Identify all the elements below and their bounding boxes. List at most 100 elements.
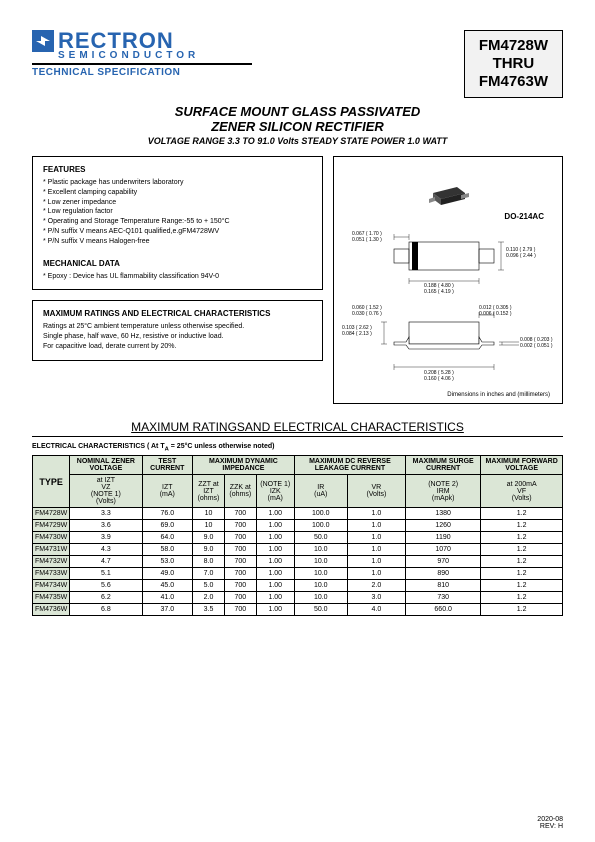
feature-item: Plastic package has underwriters laborat… [43,178,312,188]
table-cell: FM4730W [33,532,70,544]
table-cell: 5.6 [70,580,142,592]
table-cell: 2.0 [347,580,405,592]
table-cell: 1.00 [256,508,294,520]
section-title-text: MAXIMUM RATINGSAND ELECTRICAL CHARACTERI… [131,420,464,434]
table-cell: 5.0 [193,580,225,592]
table-cell: 1.00 [256,532,294,544]
table-cell: 49.0 [142,568,193,580]
features-list: Plastic package has underwriters laborat… [43,178,312,247]
logo-subtitle: SEMICONDUCTOR [58,50,252,61]
table-cell: 10 [193,520,225,532]
table-cell: 1.2 [481,592,563,604]
table-cell: 7.0 [193,568,225,580]
sub-header: at IZT VZ (NOTE 1) (Volts) [70,475,142,508]
table-cell: FM4735W [33,592,70,604]
table-cell: 3.9 [70,532,142,544]
table-cell: 1.2 [481,580,563,592]
table-cell: 58.0 [142,544,193,556]
table-cell: 10.0 [294,544,347,556]
sub-header: IZT (mA) [142,475,193,508]
table-cell: 700 [224,544,256,556]
feature-item: Low regulation factor [43,207,312,217]
dim-label: 0.006 ( 0.152 ) [479,311,512,317]
table-cell: 890 [406,568,481,580]
title-block: SURFACE MOUNT GLASS PASSIVATED ZENER SIL… [32,104,563,146]
table-row: FM4735W6.241.02.07001.0010.03.07301.2 [33,592,563,604]
table-cell: 1.0 [347,508,405,520]
table-cell: 6.2 [70,592,142,604]
table-cell: 700 [224,580,256,592]
feature-item: Excellent clamping capability [43,188,312,198]
col-group: NOMINAL ZENER VOLTAGE [70,456,142,475]
table-cell: 1.0 [347,520,405,532]
table-cell: 1260 [406,520,481,532]
table-cell: 4.0 [347,604,405,616]
part-number-box: FM4728W THRU FM4763W [464,30,563,98]
mechanical-heading: MECHANICAL DATA [43,259,312,268]
table-cell: 970 [406,556,481,568]
table-cell: 10 [193,508,225,520]
part-top: FM4728W [479,37,548,55]
table-cell: 10.0 [294,592,347,604]
table-cell: 1.00 [256,604,294,616]
section-title: MAXIMUM RATINGSAND ELECTRICAL CHARACTERI… [32,420,563,437]
ratings-line: Ratings at 25°C ambient temperature unle… [43,322,312,332]
table-cell: 100.0 [294,508,347,520]
table-cell: 1.00 [256,580,294,592]
ratings-line: Single phase, half wave, 60 Hz, resistiv… [43,332,312,342]
feature-item: Low zener impedance [43,198,312,208]
table-cell: 5.1 [70,568,142,580]
sub-header: at 200mA VF (Volts) [481,475,563,508]
dim-label: 0.030 ( 0.76 ) [352,311,382,317]
part-mid: THRU [479,55,548,73]
table-cell: 1.00 [256,592,294,604]
table-cell: FM4729W [33,520,70,532]
table-cell: 76.0 [142,508,193,520]
table-cell: 1.0 [347,556,405,568]
table-cell: FM4736W [33,604,70,616]
table-row: FM4734W5.645.05.07001.0010.02.08101.2 [33,580,563,592]
features-box: FEATURES Plastic package has underwriter… [32,156,323,290]
feature-item: Operating and Storage Temperature Range:… [43,217,312,227]
col-group: MAXIMUM FORWARD VOLTAGE [481,456,563,475]
elec-heading-text: ELECTRICAL CHARACTERISTICS ( At T [32,443,165,450]
table-row: FM4731W4.358.09.07001.0010.01.010701.2 [33,544,563,556]
table-row: FM4728W3.376.0107001.00100.01.013801.2 [33,508,563,520]
ratings-box: MAXIMUM RATINGS AND ELECTRICAL CHARACTER… [32,300,323,360]
dim-label: 0.084 ( 2.13 ) [342,331,372,337]
col-group: MAXIMUM DYNAMIC IMPEDANCE [193,456,295,475]
ratings-heading: MAXIMUM RATINGS AND ELECTRICAL CHARACTER… [43,309,312,318]
title-line1: SURFACE MOUNT GLASS PASSIVATED [32,104,563,119]
table-cell: 1.2 [481,508,563,520]
dimension-drawing [334,157,564,405]
footer-rev: REV: H [537,823,563,830]
table-cell: 4.3 [70,544,142,556]
table-cell: 700 [224,568,256,580]
table-cell: 50.0 [294,532,347,544]
table-cell: 700 [224,520,256,532]
table-cell: 2.0 [193,592,225,604]
table-cell: 1190 [406,532,481,544]
dimension-caption: Dimensions in inches and (millimeters) [447,392,550,398]
part-bot: FM4763W [479,73,548,91]
feature-item: P/N suffix V means Halogen-free [43,237,312,247]
electrical-heading: ELECTRICAL CHARACTERISTICS ( At TA = 25°… [32,443,563,452]
features-heading: FEATURES [43,165,312,174]
table-cell: 45.0 [142,580,193,592]
table-row: FM4729W3.669.0107001.00100.01.012601.2 [33,520,563,532]
table-cell: 1.2 [481,604,563,616]
table-cell: 1.2 [481,544,563,556]
dim-label: 0.165 ( 4.19 ) [424,289,454,295]
table-cell: FM4732W [33,556,70,568]
dim-label: 0.051 ( 1.30 ) [352,237,382,243]
footer-date: 2020-08 [537,816,563,823]
table-row: FM4730W3.964.09.07001.0050.01.011901.2 [33,532,563,544]
table-cell: 1.00 [256,520,294,532]
table-cell: 64.0 [142,532,193,544]
mid-row: FEATURES Plastic package has underwriter… [32,156,563,404]
table-cell: 1.00 [256,568,294,580]
sub-header: (NOTE 1) IZK (mA) [256,475,294,508]
table-cell: 1.2 [481,556,563,568]
table-cell: 700 [224,556,256,568]
table-cell: 4.7 [70,556,142,568]
